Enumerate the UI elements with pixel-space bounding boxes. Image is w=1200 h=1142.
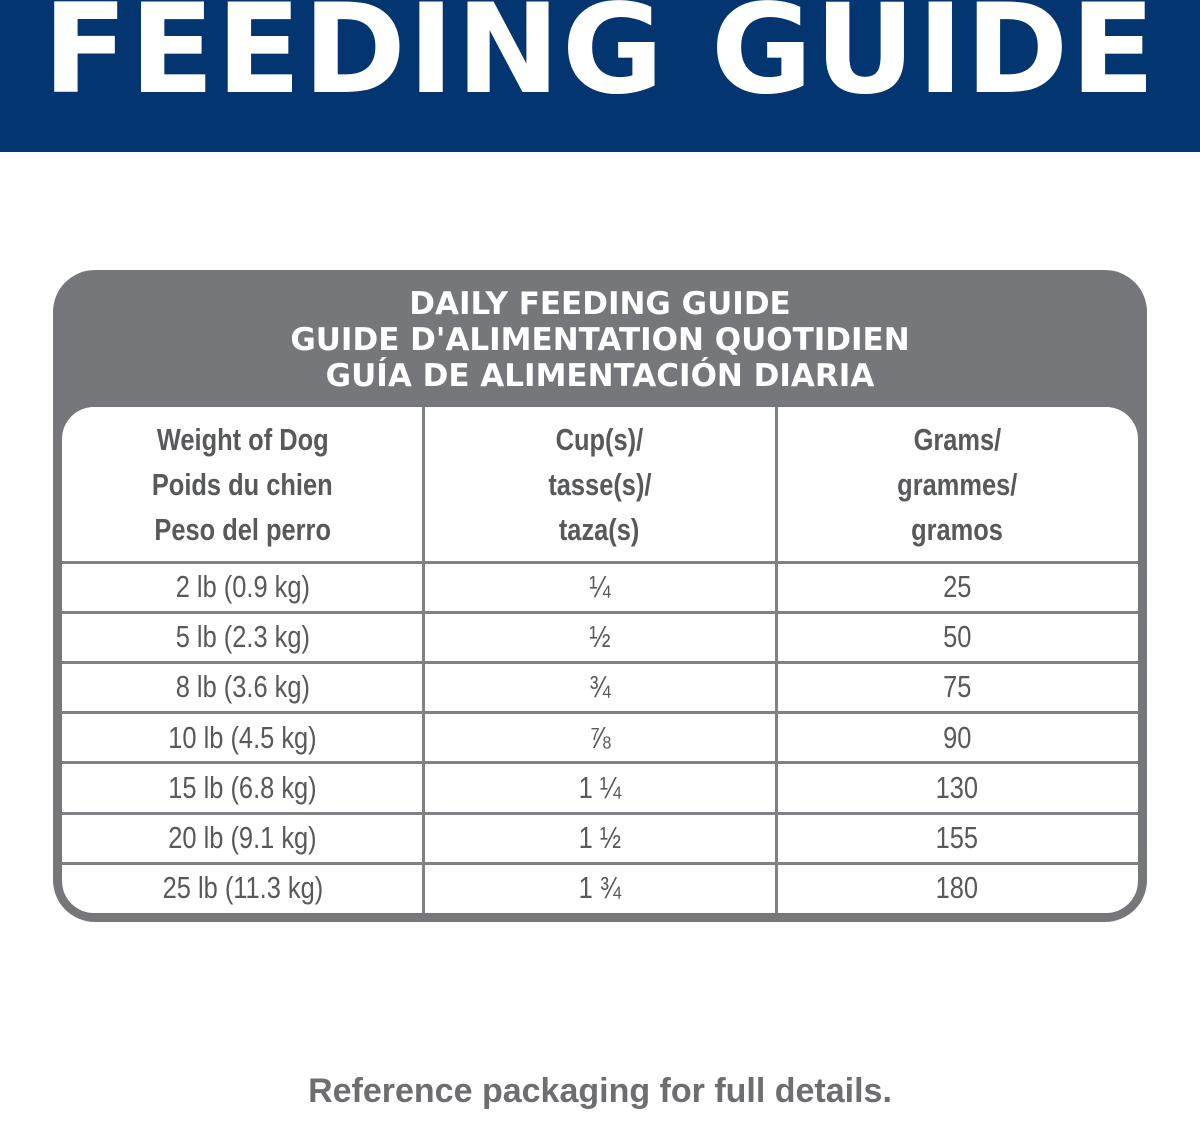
row-divider [62,711,1138,715]
column-header-line: Cup(s)/ [555,422,644,457]
column-header-line: Weight of Dog [156,422,329,457]
table-cell: ⅞ [423,713,776,763]
table-cell-text: 25 lb (11.3 kg) [162,870,323,906]
table-cell: 90 [776,713,1138,763]
table-cell: ¼ [423,562,776,612]
column-header-line: grammes/ [896,467,1018,502]
column-header: Weight of Dog Poids du chien Peso del perr… [62,407,423,562]
feeding-table-panel: DAILY FEEDING GUIDE GUIDE D'ALIMENTATION … [53,270,1147,922]
table-cell-text: 75 [942,669,972,705]
table-cell: 25 [776,562,1138,612]
table-cell: 1 ½ [423,813,776,863]
table-cell: 1 ¾ [423,863,776,913]
row-divider [62,761,1138,765]
table-cell: 10 lb (4.5 kg) [62,713,423,763]
table-cell-text: 180 [935,870,979,906]
table-cell-text: 2 lb (0.9 kg) [175,569,310,605]
table-cell: 50 [776,612,1138,662]
row-divider [62,560,1138,564]
table-cell-text: 5 lb (2.3 kg) [175,619,310,655]
footer-note: Reference packaging for full details. [308,1072,892,1110]
feeding-table: Weight of Dog Poids du chien Peso del perr… [62,407,1138,913]
table-cell-text: ¼ [588,569,611,605]
row-divider [62,660,1138,664]
table-title-line: GUÍA DE ALIMENTACIÓN DIARIA [325,358,875,394]
row-divider [62,861,1138,865]
table-title: DAILY FEEDING GUIDE GUIDE D'ALIMENTATION … [53,286,1147,394]
table-cell: ¾ [423,662,776,712]
column-header-line: Peso del perro [154,512,331,547]
column-header-line: Poids du chien [152,467,333,502]
table-cell: 180 [776,863,1138,913]
table-cell-text: 1 ½ [578,820,621,856]
column-divider [774,407,778,913]
table-cell-text: 10 lb (4.5 kg) [168,719,317,755]
column-header: Grams/grammes/gramos [776,407,1138,562]
banner: FEEDING GUIDE [0,0,1200,152]
table-cell: 5 lb (2.3 kg) [62,612,423,662]
table-cell: 155 [776,813,1138,863]
table-cell-text: 90 [942,719,972,755]
table-cell-text: ¾ [588,669,611,705]
table-cell-text: 25 [942,569,972,605]
row-divider [62,610,1138,614]
table-cell-text: 8 lb (3.6 kg) [175,669,310,705]
table-cell: 1 ¼ [423,763,776,813]
row-divider [62,811,1138,815]
column-divider [421,407,425,913]
table-cell-text: 15 lb (6.8 kg) [168,769,317,805]
table-cell-text: 155 [935,820,979,856]
table-cell: 2 lb (0.9 kg) [62,562,423,612]
table-title-line: GUIDE D'ALIMENTATION QUOTIDIEN [290,322,910,358]
table-title-line: DAILY FEEDING GUIDE [409,286,791,322]
table-cell-text: ½ [588,619,611,655]
table-cell-text: 130 [935,769,979,805]
table-cell-text: ⅞ [588,719,611,755]
column-header-line: tasse(s)/ [547,467,652,502]
table-cell: 15 lb (6.8 kg) [62,763,423,813]
table-cell: 75 [776,662,1138,712]
banner-title: FEEDING GUIDE [42,0,1158,122]
table-cell-text: 20 lb (9.1 kg) [168,820,317,856]
column-header: Cup(s)/ tasse(s)/ taza(s) [423,407,776,562]
table-cell: 8 lb (3.6 kg) [62,662,423,712]
table-cell: ½ [423,612,776,662]
column-header-line: taza(s) [559,512,640,547]
table-cell-text: 1 ¼ [578,769,621,805]
table-cell-text: 50 [942,619,972,655]
column-header-line: gramos [911,512,1003,547]
table-cell: 20 lb (9.1 kg) [62,813,423,863]
column-header-line: Grams/ [913,422,1001,457]
table-cell-text: 1 ¾ [578,870,621,906]
table-cell: 25 lb (11.3 kg) [62,863,423,913]
table-cell: 130 [776,763,1138,813]
